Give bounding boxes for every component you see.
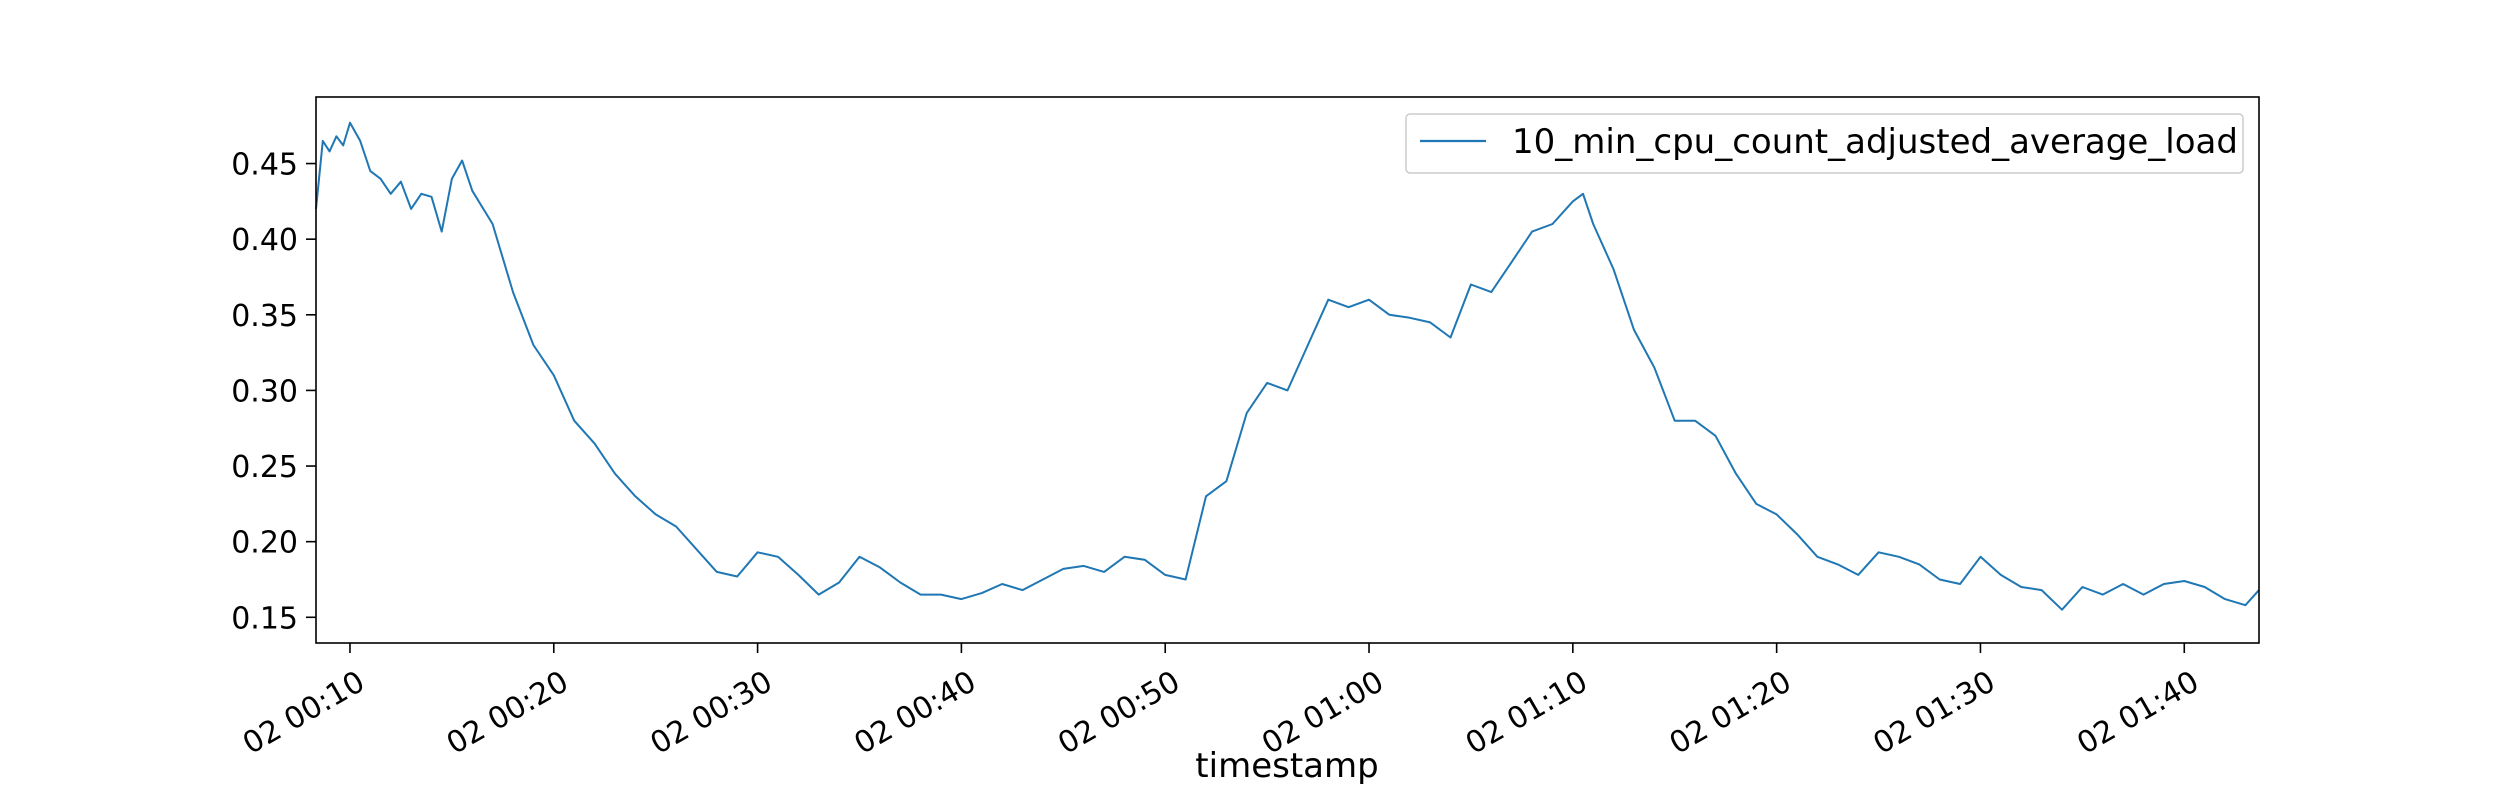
x-tick-label: 02 00:20 [441,664,575,761]
x-tick-label: 02 00:10 [237,664,371,761]
series-line-0 [315,121,2260,611]
x-axis-ticks: 02 00:10 02 00:20 02 00:30 02 00:40 02 00:50… [237,643,2205,762]
x-tick-label: 02 01:20 [1664,664,1798,761]
y-tick-label: 0.35 [231,299,298,334]
legend-series-label: 10_min_cpu_count_adjusted_average_load [1512,122,2238,162]
y-tick-label: 0.25 [231,450,298,485]
series-layer [315,121,2260,611]
y-tick-label: 0.30 [231,374,298,409]
x-tick-label: 02 00:30 [645,664,779,761]
y-tick-label: 0.20 [231,526,298,561]
x-tick-label: 02 00:50 [1052,664,1186,761]
plot-frame [315,96,2260,644]
y-tick-label: 0.40 [231,223,298,258]
x-tick-label: 02 01:10 [1460,664,1594,761]
x-tick-label: 02 00:40 [849,664,983,761]
x-axis-title: timestamp [1195,746,1378,786]
y-tick-label: 0.15 [231,601,298,636]
y-tick-label: 0.45 [231,148,298,183]
legend-box [1405,113,2244,174]
x-tick-label: 02 01:30 [1868,664,2002,761]
y-axis-ticks: 0.15 0.20 0.25 0.30 0.35 0.40 0.45 [231,148,316,636]
legend: 10_min_cpu_count_adjusted_average_load [1405,113,2244,174]
x-tick-label: 02 01:40 [2071,664,2205,761]
